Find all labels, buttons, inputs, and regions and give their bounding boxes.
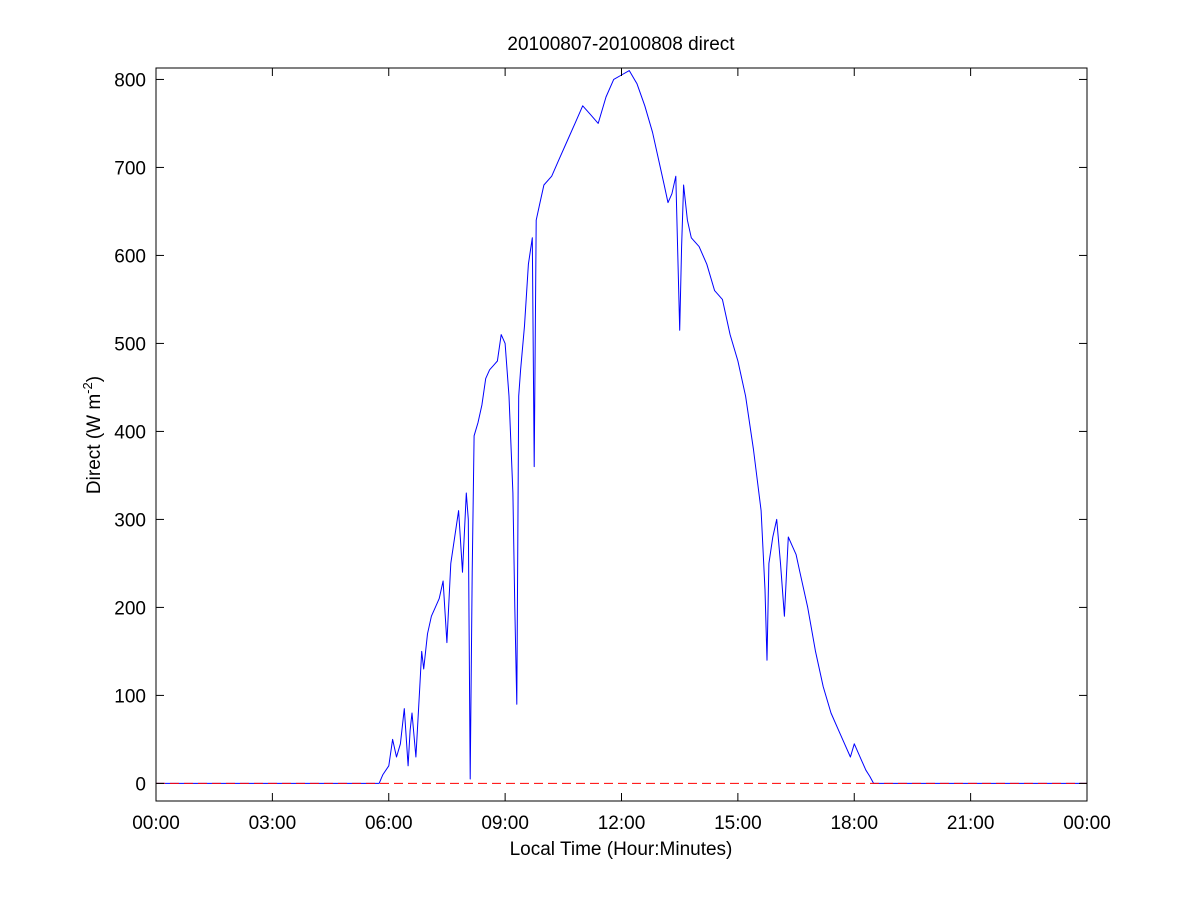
y-tick-label-8: 800	[114, 70, 146, 91]
y-axis-label-main: Direct (W m	[84, 394, 105, 494]
x-tick-label-6: 18:00	[830, 813, 878, 834]
y-axis-label-close: )	[84, 376, 105, 382]
y-axis-label-exponent: -2	[80, 382, 95, 394]
ticks-layer: 00:00 03:00 06:00 09:00 12:00 15:00 18:00 21:00…	[114, 68, 1111, 834]
y-tick-label-5: 500	[114, 334, 146, 355]
x-tick-label-1: 03:00	[249, 813, 297, 834]
y-axis-label: Direct (W m-2)	[80, 376, 105, 494]
x-tick-label-7: 21:00	[947, 813, 995, 834]
chart-title: 20100807-20100808 direct	[507, 34, 735, 55]
y-tick-label-4: 400	[114, 422, 146, 443]
y-tick-label-7: 700	[114, 158, 146, 179]
y-tick-label-6: 600	[114, 246, 146, 267]
y-tick-label-3: 300	[114, 510, 146, 531]
x-tick-label-5: 15:00	[714, 813, 762, 834]
x-tick-label-2: 06:00	[365, 813, 413, 834]
series-line-0	[156, 70, 1087, 784]
plot-frame	[155, 67, 1088, 802]
y-tick-label-2: 200	[114, 598, 146, 619]
x-tick-label-8: 00:00	[1063, 813, 1111, 834]
x-tick-label-4: 12:00	[598, 813, 646, 834]
series-layer	[156, 70, 1087, 784]
y-tick-label-0: 0	[135, 774, 146, 795]
y-tick-label-1: 100	[114, 686, 146, 707]
plot-area	[156, 68, 1087, 801]
x-tick-label-0: 00:00	[132, 813, 180, 834]
x-tick-label-3: 09:00	[481, 813, 529, 834]
x-axis-label: Local Time (Hour:Minutes)	[510, 839, 733, 860]
